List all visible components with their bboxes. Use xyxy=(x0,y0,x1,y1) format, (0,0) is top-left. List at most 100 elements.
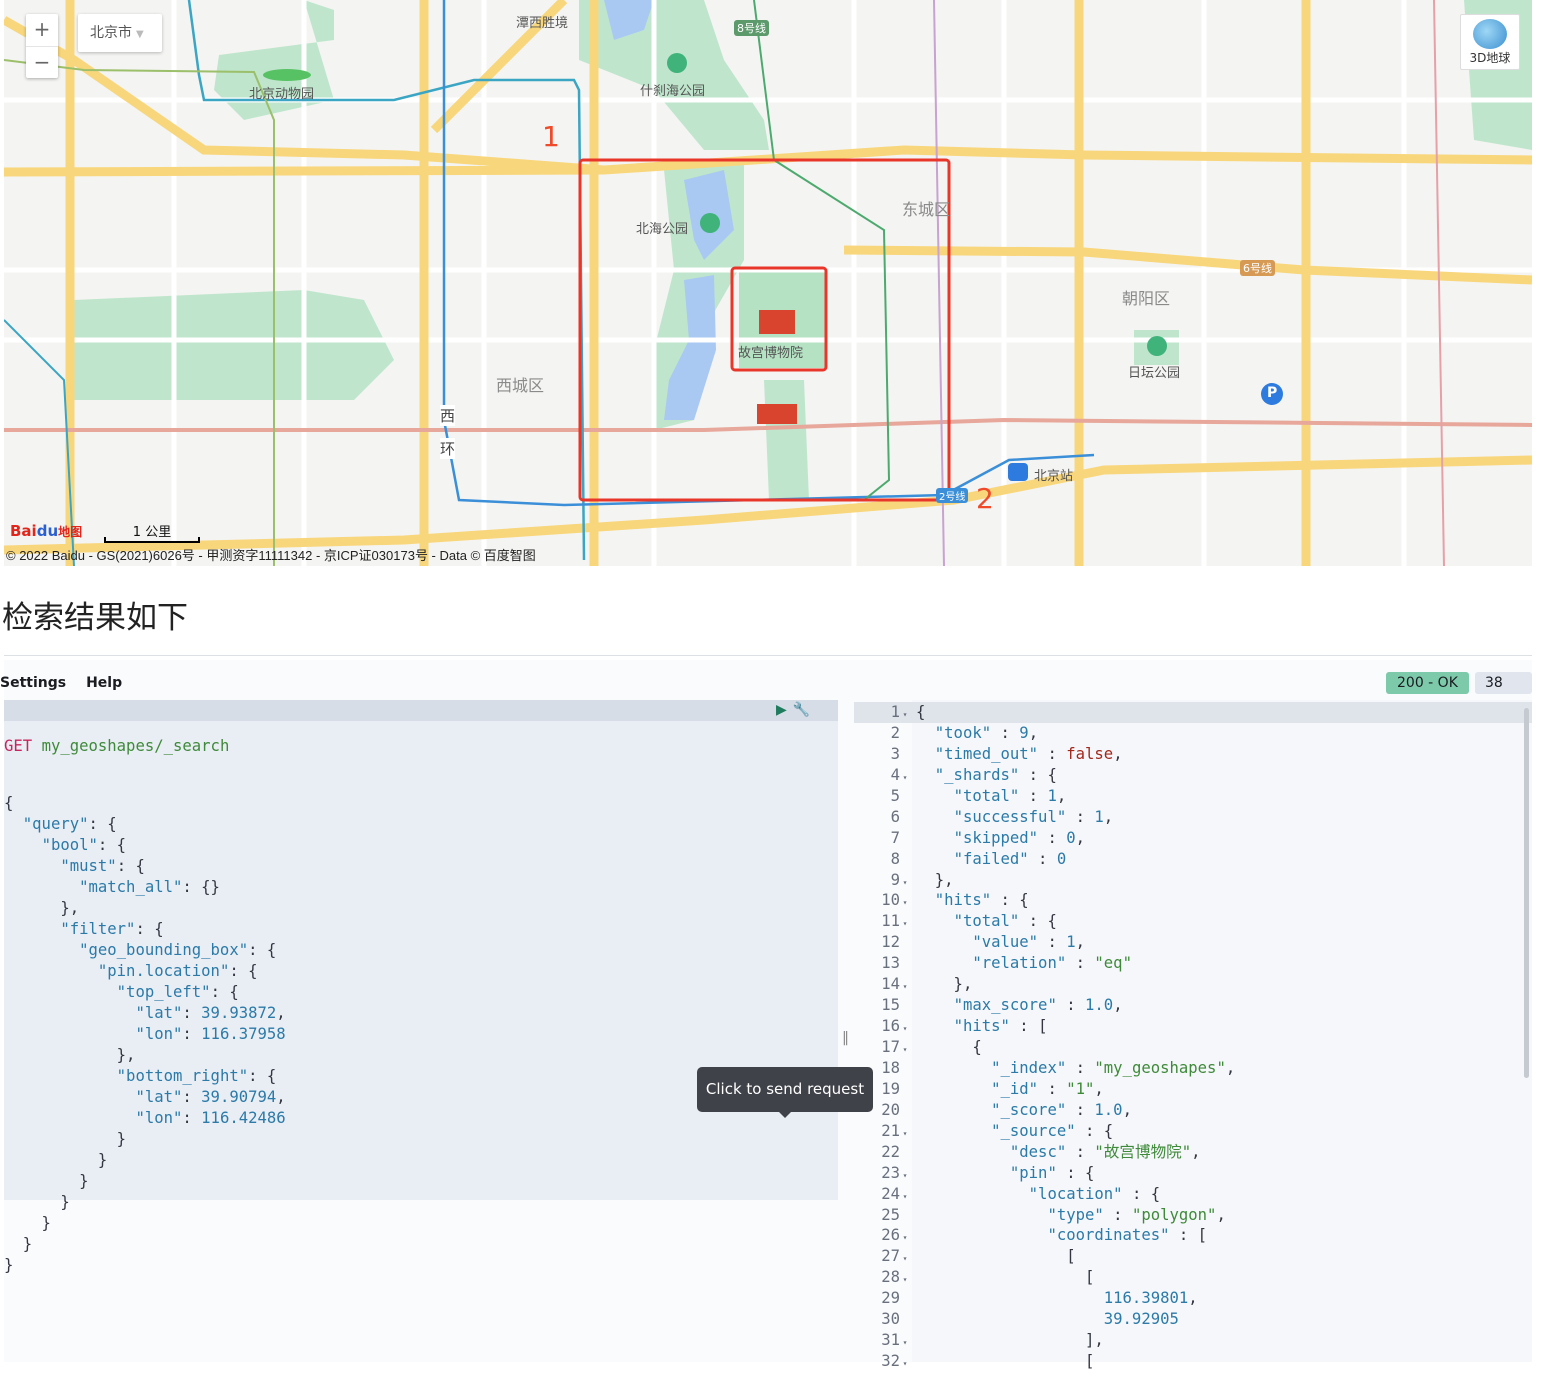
map-scale: 1 公里 xyxy=(104,521,200,543)
line-number: 16 ▾ xyxy=(854,1016,910,1037)
line-number: 13 xyxy=(881,954,900,973)
code-line: "lat": 39.90794, xyxy=(135,1088,286,1106)
map-label: 北海公园 xyxy=(636,222,689,237)
code-line: "_source" : { xyxy=(991,1121,1114,1140)
code-line: "location" : { xyxy=(1028,1184,1161,1203)
menu-settings[interactable]: Settings xyxy=(0,675,67,691)
code-line: "filter": { xyxy=(60,920,164,938)
request-actions: ▶ 🔧 xyxy=(776,702,810,718)
request-editor[interactable] xyxy=(4,700,838,1200)
subway-line-label: 2号线 xyxy=(936,488,969,503)
code-line: } xyxy=(4,1214,51,1232)
fold-toggle-icon[interactable]: ▾ xyxy=(902,1024,908,1034)
code-line: } xyxy=(4,1235,33,1253)
line-number: 9 ▾ xyxy=(854,870,910,891)
fold-toggle-icon[interactable]: ▾ xyxy=(902,1254,908,1264)
map-canvas[interactable] xyxy=(4,0,1532,566)
line-number: 30 xyxy=(881,1310,900,1329)
map-label: 什刹海公园 xyxy=(640,84,706,99)
map-label: 日坛公园 xyxy=(1128,366,1181,381)
fold-toggle-icon[interactable]: ▾ xyxy=(902,982,908,992)
code-line: }, xyxy=(4,899,80,917)
response-gutter xyxy=(854,700,912,1362)
fold-toggle-icon[interactable]: ▾ xyxy=(902,710,908,719)
code-line: [ xyxy=(916,1268,1095,1287)
code-line: "_index" : "my_geoshapes", xyxy=(991,1058,1236,1077)
fold-toggle-icon[interactable]: ▾ xyxy=(902,1338,908,1348)
code-line: } xyxy=(4,1151,108,1169)
code-line: "relation" : "eq" xyxy=(972,954,1132,973)
globe-label: 3D地球 xyxy=(1469,51,1511,65)
city-label: 北京市 xyxy=(90,25,132,41)
map[interactable]: + − 北京市 ▼ 3D地球 潭西胜境 8号线 北京动物园 什刹海公园 北海公园 … xyxy=(4,0,1532,566)
zoom-in-button[interactable]: + xyxy=(33,17,51,41)
code-line: }, xyxy=(916,870,954,889)
code-line: "lat": 39.93872, xyxy=(135,1004,286,1022)
fold-toggle-icon[interactable]: ▾ xyxy=(902,919,908,929)
code-line: "coordinates" : [ xyxy=(1047,1226,1208,1245)
road-label: 西 xyxy=(440,405,456,426)
zoom-control: + − xyxy=(26,14,58,78)
map-label: 北京动物园 xyxy=(249,87,315,102)
3d-globe-button[interactable]: 3D地球 xyxy=(1460,14,1520,70)
code-line: "failed" : 0 xyxy=(953,849,1067,868)
response-code: { "took" : 9, "timed_out" : false, "_sha… xyxy=(916,702,1235,1372)
code-line: "bool": { xyxy=(41,836,127,854)
bbox-1-annotation: 1 xyxy=(542,120,560,153)
code-line: 39.92905 xyxy=(1103,1310,1179,1329)
code-line: 116.39801, xyxy=(1103,1289,1198,1308)
code-line: "bottom_right": { xyxy=(116,1067,277,1085)
fold-toggle-icon[interactable]: ▾ xyxy=(902,1045,908,1054)
fold-toggle-icon[interactable]: ▾ xyxy=(902,1128,908,1138)
pane-resize-handle[interactable]: ‖ xyxy=(842,1030,849,1046)
code-line: "pin" : { xyxy=(1009,1163,1095,1182)
status-badge: 200 - OK xyxy=(1386,672,1469,694)
code-line: "successful" : 1, xyxy=(953,807,1114,826)
code-line: }, xyxy=(4,1046,136,1064)
code-line: } xyxy=(4,1130,127,1148)
city-selector[interactable]: 北京市 ▼ xyxy=(78,14,162,52)
bbox-2 xyxy=(730,266,828,372)
line-number: 17 ▾ xyxy=(854,1037,910,1058)
fold-toggle-icon[interactable]: ▾ xyxy=(902,1359,908,1369)
fold-toggle-icon[interactable]: ▾ xyxy=(902,898,908,908)
fold-toggle-icon[interactable]: ▾ xyxy=(902,772,908,782)
globe-icon xyxy=(1473,19,1507,49)
line-number: 26 ▾ xyxy=(854,1225,910,1246)
line-number: 5 xyxy=(890,786,900,805)
line-number: 21 ▾ xyxy=(854,1121,910,1142)
code-line: "took" : 9, xyxy=(934,723,1039,742)
fold-toggle-icon[interactable]: ▾ xyxy=(902,1170,908,1180)
fold-toggle-icon[interactable]: ▾ xyxy=(902,877,908,887)
map-label: 故宫博物院 xyxy=(738,346,804,361)
code-line: "total" : { xyxy=(953,912,1057,931)
code-line: "hits" : [ xyxy=(953,1017,1048,1036)
fold-toggle-icon[interactable]: ▾ xyxy=(902,1191,908,1201)
code-line: "lon": 116.37958 xyxy=(135,1025,286,1043)
response-viewer[interactable] xyxy=(854,700,1532,1362)
wrench-icon[interactable]: 🔧 xyxy=(792,702,811,718)
zoom-out-button[interactable]: − xyxy=(26,46,58,78)
play-icon[interactable]: ▶ xyxy=(776,702,787,718)
line-number: 11 ▾ xyxy=(854,911,910,932)
line-number: 18 xyxy=(881,1058,900,1077)
baidu-map-logo: Baidu地图 xyxy=(10,522,83,540)
line-number: 25 xyxy=(881,1205,900,1224)
fold-toggle-icon[interactable]: ▾ xyxy=(902,1275,908,1285)
timing-badge: 38 ms xyxy=(1475,672,1532,713)
code-line: "skipped" : 0, xyxy=(953,828,1086,847)
request-code[interactable]: GET my_geoshapes/_search { "query": { "b… xyxy=(4,700,286,1276)
code-line: }, xyxy=(916,975,973,994)
fold-toggle-icon[interactable]: ▾ xyxy=(902,1233,908,1243)
map-attribution: © 2022 Baidu - GS(2021)6026号 - 甲测资字11111… xyxy=(6,548,536,563)
code-line: "top_left": { xyxy=(116,983,239,1001)
bbox-1 xyxy=(578,158,951,502)
line-number: 3 xyxy=(890,744,900,763)
subway-line-label: 8号线 xyxy=(734,20,769,36)
section-heading: 检索结果如下 xyxy=(2,600,188,636)
code-line: "max_score" : 1.0, xyxy=(953,996,1123,1015)
code-line: "desc" : "故宫博物院", xyxy=(1009,1142,1201,1161)
response-scrollbar[interactable] xyxy=(1524,708,1529,1078)
line-number: 29 xyxy=(881,1289,900,1308)
menu-help[interactable]: Help xyxy=(86,675,123,691)
